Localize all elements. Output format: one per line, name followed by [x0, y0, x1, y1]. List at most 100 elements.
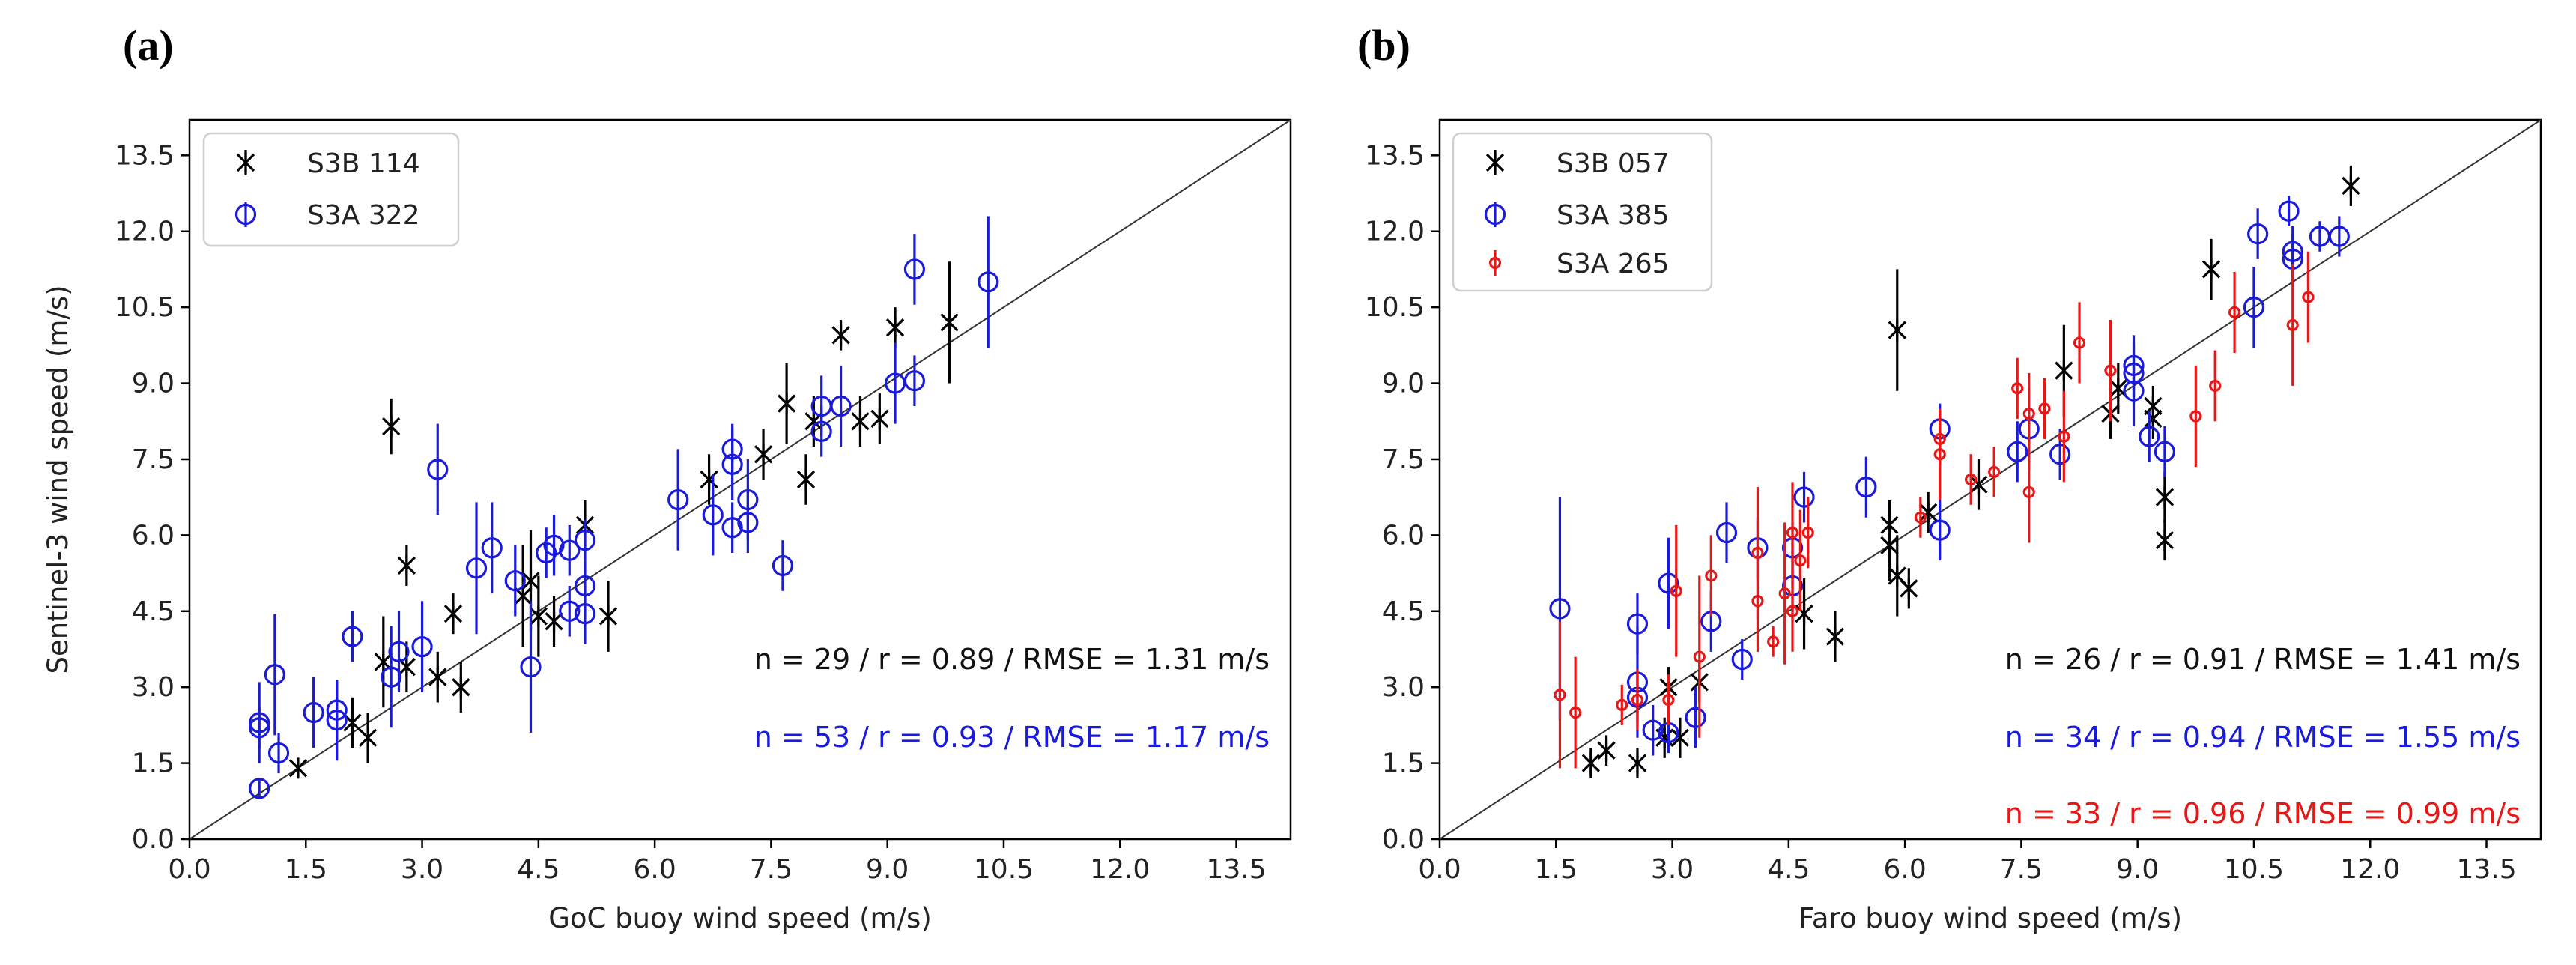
panel-b-y-tick-label: 1.5 — [1382, 748, 1425, 779]
panel-a-x-axis-title: GoC buoy wind speed (m/s) — [548, 902, 932, 934]
panel-a-point-s3a-322 — [667, 449, 689, 551]
panel-b-point-s3a-265 — [1569, 656, 1582, 769]
panel-a-point-s3a-322 — [388, 611, 410, 692]
panel-a-point-s3b-114 — [777, 363, 796, 444]
panel-b-point-s3a-265 — [1794, 509, 1807, 611]
panel-a-point-s3b-114 — [397, 545, 416, 586]
panel-b-point-s3a-265 — [2073, 302, 2086, 384]
panel-b-stats-s3b-057: n = 26 / r = 0.91 / RMSE = 1.41 m/s — [2005, 643, 2521, 676]
panel-b-point-s3a-265 — [1705, 535, 1718, 617]
panel-b-point-s3b-057 — [1825, 611, 1845, 662]
panel-a-point-s3b-114 — [870, 393, 889, 444]
panel-a-point-s3b-114 — [545, 596, 563, 647]
panel-b-point-s3a-385 — [2243, 267, 2265, 348]
panel-b-legend-label-s3a-385: S3A 385 — [1557, 200, 1670, 231]
panel-a-point-s3a-322 — [303, 677, 324, 748]
panel-a-legend: S3B 114 S3A 322 — [202, 132, 460, 247]
panel-a-y-tick-label: 10.5 — [115, 292, 175, 323]
panel-b-x-tick-label: 10.5 — [2224, 854, 2284, 885]
panel-b-identity-line — [1439, 119, 2542, 840]
panel-a-point-s3a-322 — [978, 216, 999, 348]
panel-b-legend-box — [1452, 132, 1713, 292]
panel-b-point-s3a-265 — [1751, 487, 1764, 619]
panel-b-point-s3a-385 — [1855, 456, 1877, 518]
panel-a-point-s3b-114 — [796, 454, 816, 505]
panel-a-point-s3a-322 — [559, 585, 581, 637]
panel-a-x-tick-label: 13.5 — [1206, 854, 1266, 885]
panel-a-legend-marker-s3a-322 — [234, 202, 257, 227]
panel-b-x-tick-label: 3.0 — [1651, 854, 1694, 885]
panel-b-point-s3a-265 — [1616, 684, 1628, 725]
panel-b-point-s3a-385 — [1658, 537, 1679, 629]
panel-a-x-tick-label: 1.5 — [285, 854, 327, 885]
panel-a-point-s3a-322 — [411, 601, 433, 692]
panel-b-point-s3a-385 — [2123, 355, 2145, 427]
panel-b-point-s3b-057 — [1969, 459, 1988, 510]
panel-a-point-s3b-114 — [358, 712, 378, 763]
panel-b-y-tick-label: 4.5 — [1382, 596, 1425, 627]
panel-a-point-s3a-322 — [559, 524, 581, 576]
panel-b-y-tick-label: 12.0 — [1365, 217, 1425, 247]
panel-b-point-s3a-265 — [1554, 621, 1566, 769]
panel-b-point-s3a-265 — [2011, 357, 2024, 419]
panel-b-point-s3b-057 — [2201, 238, 2221, 300]
panel-a-point-s3b-114 — [831, 320, 850, 351]
panel-a-point-s3a-322 — [830, 365, 852, 447]
panel-a-y-tick-label: 13.5 — [115, 140, 175, 171]
panel-b-y-tick-label: 6.0 — [1382, 520, 1425, 551]
panel-a-point-s3a-322 — [465, 502, 488, 635]
panel-a-point-s3a-322 — [574, 560, 596, 611]
panel-b-legend-marker-s3a-265 — [1488, 250, 1502, 276]
panel-b-x-tick-label: 12.0 — [2340, 854, 2400, 885]
panel-a-y-tick-label: 3.0 — [132, 672, 175, 703]
panel-a-y-tick-label: 6.0 — [132, 520, 175, 551]
panel-b-point-s3a-265 — [2038, 378, 2051, 439]
panel-a-x-tick-label: 7.5 — [750, 854, 793, 885]
panel-a-point-s3b-114 — [754, 429, 773, 480]
panel-b-point-s3a-385 — [1715, 502, 1738, 563]
panel-a-y-tick-label: 4.5 — [132, 596, 175, 627]
panel-a-point-s3a-322 — [267, 733, 290, 774]
panel-a-stats-s3b-114: n = 29 / r = 0.89 / RMSE = 1.31 m/s — [754, 643, 1270, 676]
panel-b-y-tick-label: 7.5 — [1382, 444, 1425, 475]
panel-a-y-tick-label: 12.0 — [115, 217, 175, 247]
panel-b-point-s3a-265 — [1786, 570, 1799, 652]
panel-a-ticks: 0.00.0 1.5 1.5 3.0 3.0 4.5 4.5 6.0 6.0 7.5 7.5 9.0 9… — [115, 140, 1267, 885]
panel-b-legend-marker-s3a-385 — [1484, 202, 1506, 227]
panel-b-point-s3a-385 — [1793, 471, 1815, 523]
panel-b-point-s3a-385 — [2154, 426, 2176, 477]
panel-a-point-s3a-322 — [772, 540, 794, 591]
panel-a-legend-label-s3a-322: S3A 322 — [307, 200, 420, 231]
panel-a-point-s3b-114 — [397, 641, 416, 692]
panel-b: (b) 0.00.0 1.5 1.5 3.0 3.0 4.5 4.5 6.0 6.0 7.5 7.5… — [1357, 21, 2542, 934]
panel-a-point-s3b-114 — [382, 398, 401, 455]
panel-a-legend-marker-s3b-114 — [236, 150, 255, 175]
panel-b-point-s3a-265 — [2058, 390, 2070, 482]
panel-b-point-s3a-265 — [1914, 497, 1927, 538]
panel-a-point-s3a-322 — [249, 778, 270, 799]
panel-b-point-s3b-057 — [2342, 165, 2360, 206]
panel-b-point-s3a-385 — [2328, 216, 2350, 257]
panel-b-x-tick-label: 9.0 — [2116, 854, 2159, 885]
panel-a-x-tick-label: 6.0 — [633, 854, 676, 885]
panel-a-point-s3a-322 — [326, 680, 348, 761]
panel-a-point-s3a-322 — [264, 614, 285, 736]
panel-b-point-s3b-057 — [1581, 748, 1600, 778]
panel-b-marks — [1439, 119, 2542, 840]
panel-a-point-s3b-114 — [700, 454, 718, 505]
panel-b-x-tick-label: 7.5 — [2000, 854, 2043, 885]
panel-a-label: (a) — [123, 21, 174, 70]
panel-b-y-tick-label: 10.5 — [1365, 292, 1425, 323]
panel-b-point-s3a-385 — [1731, 638, 1753, 680]
panel-a-point-s3a-322 — [381, 626, 402, 728]
panel-a-point-s3b-114 — [940, 261, 959, 384]
panel-a-point-s3a-322 — [702, 474, 724, 556]
panel-b-point-s3b-057 — [1795, 578, 1813, 650]
panel-b-y-tick-label: 0.0 — [1382, 824, 1425, 855]
panel-a-point-s3b-114 — [443, 593, 463, 635]
panel-b-point-s3b-057 — [1919, 491, 1938, 533]
panel-a-marks — [189, 119, 1291, 840]
panel-a-y-tick-label: 1.5 — [132, 748, 175, 779]
panel-b-stats-s3a-265: n = 33 / r = 0.96 / RMSE = 0.99 m/s — [2005, 797, 2521, 830]
